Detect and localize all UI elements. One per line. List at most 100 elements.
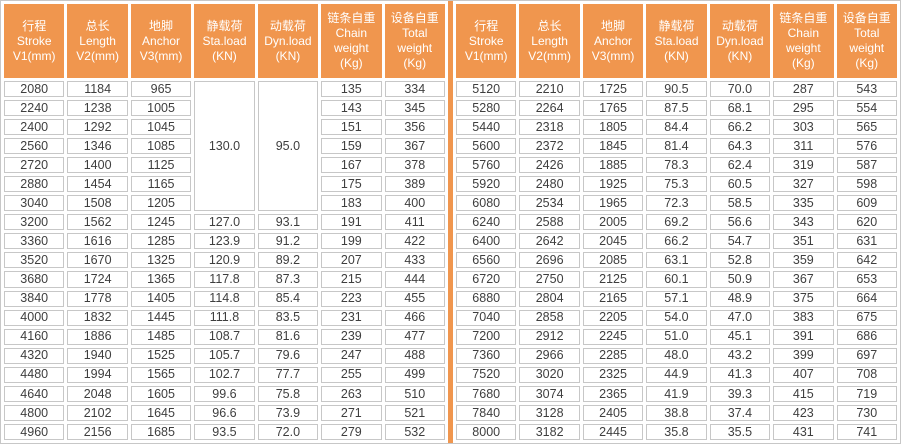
table-cell: 455: [384, 290, 445, 307]
table-header-right: 行程 Stroke V1(mm) 总长 Length V2(mm) 地脚 Anchor V3(m…: [456, 4, 897, 78]
table-cell: 2156: [67, 423, 128, 440]
column-header-5: 链条自重 Chain weight (Kg): [773, 4, 834, 78]
table-cell: 117.8: [194, 271, 255, 288]
table-row: 7200 2912 2245 51.0 45.1 391 686: [456, 328, 897, 345]
column-header-line: 行程: [474, 18, 499, 33]
table-cell: 2240: [4, 100, 65, 117]
table-row: 7360 2966 2285 48.0 43.2 399 697: [456, 347, 897, 364]
table-cell: 1184: [67, 81, 128, 98]
table-cell: 708: [836, 366, 897, 383]
column-header-5: 链条自重 Chain weight (Kg): [321, 4, 382, 78]
column-header-6: 设备自重 Total weight (Kg): [384, 4, 445, 78]
table-cell: 79.6: [257, 347, 319, 364]
table-cell: 2405: [582, 404, 644, 421]
table-cell: 2102: [67, 404, 128, 421]
table-cell: 6880: [456, 290, 517, 307]
table-cell: 75.3: [646, 176, 707, 193]
column-header-line: (KN): [727, 48, 753, 63]
table-cell: 89.2: [257, 252, 319, 269]
table-cell: 99.6: [194, 385, 255, 402]
column-header-0: 行程 Stroke V1(mm): [4, 4, 65, 78]
table-cell: 3182: [519, 423, 580, 440]
table-cell: 2125: [582, 271, 644, 288]
table-cell: 1565: [130, 366, 192, 383]
table-cell: 54.7: [709, 233, 771, 250]
column-header-line: 链条自重: [327, 11, 376, 25]
table-cell: 5440: [456, 119, 517, 136]
table-cell: 488: [384, 347, 445, 364]
table-cell: 965: [130, 81, 192, 98]
table-cell: 327: [773, 176, 834, 193]
table-cell: 130.0: [194, 81, 255, 212]
table-cell: 1724: [67, 271, 128, 288]
table-cell: 105.7: [194, 347, 255, 364]
table-cell: 2445: [582, 423, 644, 440]
column-header-line: 链条自重: [779, 11, 828, 25]
table-cell: 3040: [4, 195, 65, 212]
table-cell: 1125: [130, 157, 192, 174]
table-cell: 499: [384, 366, 445, 383]
table-row: 2400 1292 1045 151 356: [4, 119, 445, 136]
table-cell: 1508: [67, 195, 128, 212]
table-cell: 389: [384, 176, 445, 193]
table-cell: 400: [384, 195, 445, 212]
table-cell: 1605: [130, 385, 192, 402]
table-cell: 1365: [130, 271, 192, 288]
column-header-line: Stroke: [16, 33, 52, 48]
table-cell: 1645: [130, 404, 192, 421]
table-cell: 319: [773, 157, 834, 174]
table-cell: 565: [836, 119, 897, 136]
table-cell: 2804: [519, 290, 580, 307]
table-cell: 75.8: [257, 385, 319, 402]
table-cell: 1405: [130, 290, 192, 307]
table-row: 6560 2696 2085 63.1 52.8 359 642: [456, 252, 897, 269]
table-cell: 2264: [519, 100, 580, 117]
table-cell: 2400: [4, 119, 65, 136]
table-cell: 543: [836, 81, 897, 98]
table-cell: 247: [321, 347, 382, 364]
table-cell: 81.6: [257, 328, 319, 345]
table-cell: 77.7: [257, 366, 319, 383]
table-cell: 2750: [519, 271, 580, 288]
table-cell: 7840: [456, 404, 517, 421]
table-cell: 7360: [456, 347, 517, 364]
table-cell: 1445: [130, 309, 192, 326]
table-cell: 3020: [519, 366, 580, 383]
column-header-line: (Kg): [855, 56, 879, 70]
table-cell: 2005: [582, 214, 644, 231]
table-cell: 1940: [67, 347, 128, 364]
table-cell: 2080: [4, 81, 65, 98]
table-row: 5280 2264 1765 87.5 68.1 295 554: [456, 100, 897, 117]
table-row: 7840 3128 2405 38.8 37.4 423 730: [456, 404, 897, 421]
table-cell: 576: [836, 138, 897, 155]
table-row: 3200 1562 1245 127.0 93.1 191 411: [4, 214, 445, 231]
table-row: 7040 2858 2205 54.0 47.0 383 675: [456, 309, 897, 326]
table-cell: 1485: [130, 328, 192, 345]
table-cell: 62.4: [709, 157, 771, 174]
table-row: 4960 2156 1685 93.5 72.0 279 532: [4, 423, 445, 440]
table-cell: 411: [384, 214, 445, 231]
table-cell: 120.9: [194, 252, 255, 269]
table-cell: 2085: [582, 252, 644, 269]
table-cell: 1685: [130, 423, 192, 440]
table-cell: 2560: [4, 138, 65, 155]
table-cell: 66.2: [709, 119, 771, 136]
column-header-line: Anchor: [142, 33, 181, 48]
table-cell: 239: [321, 328, 382, 345]
column-header-1: 总长 Length V2(mm): [67, 4, 128, 78]
table-cell: 620: [836, 214, 897, 231]
table-cell: 90.5: [646, 81, 707, 98]
table-cell: 2325: [582, 366, 644, 383]
table-cell: 51.0: [646, 328, 707, 345]
table-cell: 35.8: [646, 423, 707, 440]
table-cell: 183: [321, 195, 382, 212]
table-row: 2880 1454 1165 175 389: [4, 176, 445, 193]
table-cell: 554: [836, 100, 897, 117]
table-cell: 47.0: [709, 309, 771, 326]
table-cell: 359: [773, 252, 834, 269]
table-row: 5120 2210 1725 90.5 70.0 287 543: [456, 81, 897, 98]
table-cell: 1616: [67, 233, 128, 250]
table-cell: 2534: [519, 195, 580, 212]
column-header-line: 地脚: [601, 18, 626, 33]
